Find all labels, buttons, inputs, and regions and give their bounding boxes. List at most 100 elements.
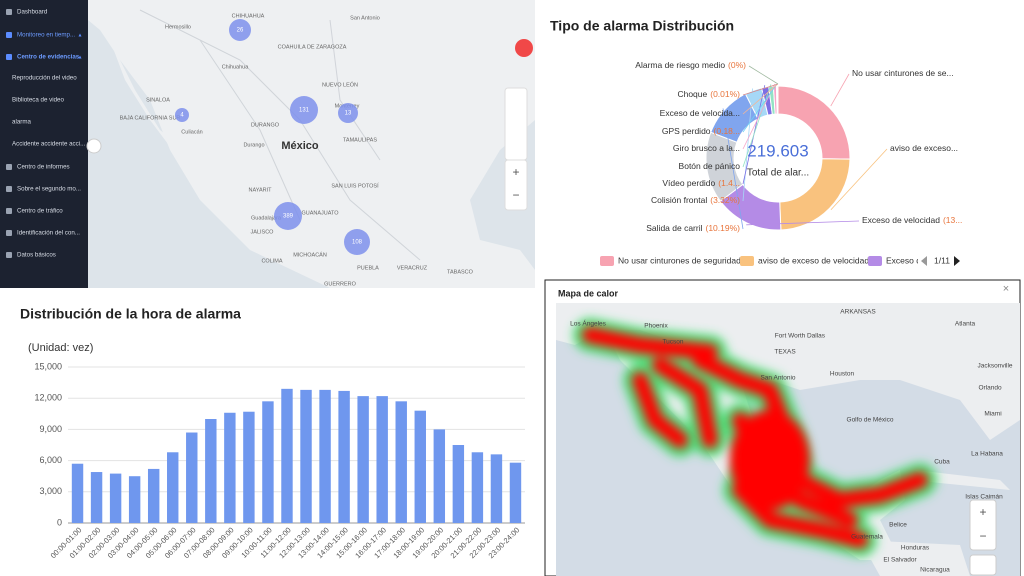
cluster-count: 108 — [352, 240, 363, 246]
menu-arrow: ▴ — [78, 33, 81, 39]
map-label: La Habana — [971, 451, 1003, 458]
slice-value: (3.32%) — [710, 195, 740, 205]
cluster-count: 131 — [299, 108, 310, 114]
map-label: Hermosillo — [165, 24, 191, 30]
leader-line — [746, 220, 860, 226]
zoom-in[interactable]: + — [979, 505, 986, 519]
map-label: Fort Worth — [775, 333, 806, 340]
menu-icon — [6, 32, 12, 38]
cluster — [229, 19, 251, 41]
bar — [338, 390, 350, 523]
bar — [433, 429, 446, 523]
alert-button[interactable] — [515, 39, 533, 57]
slice-value: (0%) — [728, 60, 746, 70]
map-label: Guatemala — [851, 534, 883, 541]
slice-name: GPS perdido — [662, 126, 711, 136]
map-label: VERACRUZ — [397, 265, 428, 271]
bar — [395, 401, 407, 523]
map-label: JALISCO — [251, 229, 275, 235]
slice-name: Exceso de velocida... — [660, 108, 740, 118]
cluster — [344, 229, 370, 255]
cluster-count: 389 — [283, 214, 294, 220]
map-label: El Salvador — [883, 557, 917, 564]
bar — [243, 411, 255, 523]
slice-value: (13... — [943, 215, 962, 225]
map-tools[interactable] — [504, 87, 528, 161]
bar — [452, 445, 465, 523]
zoom-out[interactable]: − — [979, 529, 986, 543]
bar — [319, 389, 331, 523]
submenu-item[interactable]: Biblioteca de video — [12, 97, 64, 104]
submenu-item[interactable]: Reproducción del video — [12, 75, 77, 82]
submenu-item[interactable]: alarma — [12, 119, 31, 126]
map-label: San Antonio — [350, 15, 380, 21]
cluster — [274, 202, 302, 230]
slice-label: Salida de carril (10.19%) — [646, 223, 740, 233]
map-label: TABASCO — [447, 269, 474, 275]
submenu-item[interactable]: Accidente accidente acci... — [12, 141, 86, 148]
map-label: Phoenix — [644, 323, 668, 330]
map-label: COAHUILA DE ZARAGOZA — [278, 44, 347, 50]
menu-icon — [6, 9, 12, 15]
slice-label: Alarma de riesgo medio (0%) — [635, 60, 746, 70]
map-label: Chihuahua — [222, 64, 250, 70]
unit-label: (Unidad: vez) — [28, 342, 93, 354]
map-label: Orlando — [978, 385, 1002, 392]
map-label: Los Ángeles — [570, 319, 607, 328]
cluster — [175, 108, 189, 122]
menu-item[interactable]: Datos básicos — [17, 252, 56, 259]
legend-page: 1/11 — [934, 255, 950, 265]
map-label: México — [281, 140, 319, 152]
cluster — [338, 103, 358, 123]
map-label: DURANGO — [251, 122, 280, 128]
map-label: CHIHUAHUA — [232, 13, 265, 19]
fullscreen-button[interactable] — [969, 554, 997, 576]
slice-name: Vídeo perdido — [662, 178, 715, 188]
menu-item[interactable]: Centro de tráfico — [17, 208, 63, 215]
map-label: Honduras — [901, 545, 930, 552]
slice-value: (10.19%) — [706, 223, 741, 233]
legend-swatch — [868, 256, 882, 266]
legend-prev[interactable] — [921, 256, 927, 266]
bar — [128, 476, 141, 523]
legend-next[interactable] — [954, 256, 960, 266]
menu-item[interactable]: Monitoreo en tiemp... — [17, 32, 75, 39]
menu-icon — [6, 230, 12, 236]
pie-panel: Tipo de alarma Distribución No usar cintu… — [540, 0, 1024, 278]
map-label: Durango — [243, 142, 264, 148]
zoom-out[interactable]: − — [512, 188, 519, 202]
center-label: Total de alar... — [747, 168, 809, 179]
bar — [71, 463, 84, 523]
bar — [167, 452, 179, 523]
slice-name: Colisión frontal — [651, 195, 707, 205]
map-label: TEXAS — [774, 349, 796, 356]
bar — [262, 401, 274, 523]
slice-name: Botón de pánico — [679, 161, 741, 171]
zoom-controls[interactable] — [504, 159, 528, 211]
map-label: GUANAJUATO — [301, 210, 339, 216]
y-tick-label: 9,000 — [39, 424, 62, 434]
chart-title: Distribución de la hora de alarma — [20, 306, 241, 322]
legend-label: No usar cinturones de seguridad — [618, 255, 741, 265]
y-tick-label: 15,000 — [34, 361, 62, 371]
center-value: 219.603 — [747, 141, 808, 160]
legend-label: aviso de exceso de velocidad — [758, 255, 869, 265]
map-label: NAYARIT — [248, 187, 272, 193]
chart-title: Tipo de alarma Distribución — [550, 18, 734, 34]
menu-item[interactable]: Identificación del con... — [17, 230, 80, 237]
slice-label: Choque (0.01%) — [677, 89, 740, 99]
menu-item[interactable]: Centro de evidencias — [17, 54, 80, 61]
legend-mask — [918, 252, 968, 270]
close-button[interactable]: × — [1003, 283, 1009, 295]
menu-item[interactable]: Centro de informes — [17, 164, 70, 171]
menu-item[interactable]: Sobre el segundo mo... — [17, 186, 81, 193]
y-tick-label: 6,000 — [39, 455, 62, 465]
y-tick-label: 12,000 — [34, 393, 62, 403]
heat-zoom[interactable] — [969, 499, 997, 551]
slice-name: Alarma de riesgo medio — [635, 60, 725, 70]
menu-item[interactable]: Dashboard — [17, 9, 48, 16]
panel-title: Mapa de calor — [558, 288, 619, 298]
slice-name: No usar cinturones de se... — [852, 68, 954, 78]
collapse-button[interactable] — [86, 138, 102, 154]
zoom-in[interactable]: + — [512, 165, 519, 179]
